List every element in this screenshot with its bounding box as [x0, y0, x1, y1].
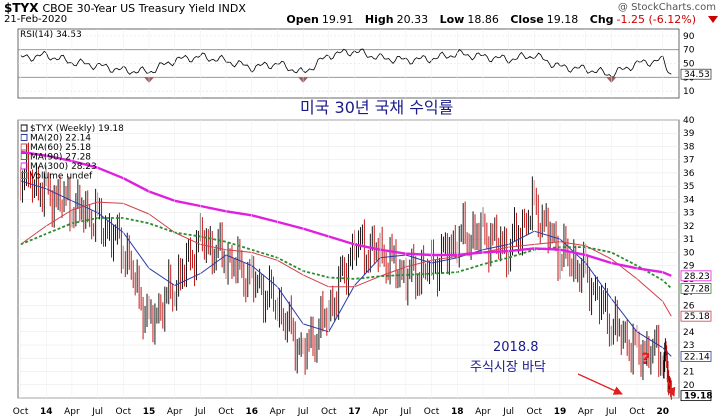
x-tick-label: Jul	[502, 407, 514, 417]
x-tick-label: Apr	[64, 407, 80, 417]
x-tick-label: Jul	[91, 407, 103, 417]
legend-entry: Volume undef	[30, 172, 93, 182]
price-tick-label: 30	[683, 248, 695, 258]
legend-entry: MA(20) 22.14	[30, 134, 91, 144]
price-tick-label: 29	[683, 262, 695, 272]
legend-swatch	[20, 162, 28, 170]
value-tag-text: 27.28	[684, 284, 710, 294]
annotation-text: 주식시장 바닥	[470, 360, 546, 375]
x-tick-label: Apr	[270, 407, 286, 417]
rsi-legend: RSI(14) 34.53	[20, 30, 82, 40]
value-tag	[680, 351, 712, 362]
x-tick-label: 18	[451, 407, 464, 417]
legend-entry: MA(60) 25.18	[30, 143, 91, 153]
x-tick-label: Oct	[527, 407, 543, 417]
high-value: 20.33	[396, 13, 429, 26]
value-tag-text: 28.23	[684, 272, 710, 282]
legend-entry: MA(300) 28.23	[30, 162, 97, 172]
value-tag	[680, 310, 712, 322]
rsi-value-tag	[680, 68, 712, 80]
x-tick-label: Oct	[116, 407, 132, 417]
legend-entry: $TYX (Weekly) 19.18	[30, 124, 124, 134]
price-tick-label: 38	[683, 142, 695, 152]
value-tag	[680, 282, 712, 294]
x-tick-label: Jul	[399, 407, 411, 417]
legend-swatch	[20, 172, 28, 179]
x-tick-label: 17	[348, 407, 361, 417]
low-value: 18.86	[467, 13, 499, 26]
price-tick-label: 26	[683, 301, 695, 311]
ohlc-readout: Open 19.91 High 20.33 Low 18.86 Close 19.18 …	[286, 13, 704, 26]
current-arrow	[666, 377, 676, 397]
price-tick-label: 39	[683, 129, 695, 139]
legend-entry: MA(90) 27.28	[30, 153, 91, 163]
price-tick-label: 40	[683, 116, 695, 126]
annotation-date: 2018.8	[493, 340, 539, 355]
price-tick-label: 36	[683, 169, 695, 179]
x-tick-label: 16	[245, 407, 258, 417]
chart-symbol: $TYX CBOE 30-Year US Treasury Yield INDX	[4, 1, 246, 15]
legend-swatch	[20, 134, 28, 141]
x-tick-label: 15	[143, 407, 156, 417]
legend-swatch	[20, 153, 28, 160]
chart-date: 21-Feb-2020	[4, 14, 68, 25]
value-tag	[680, 270, 712, 282]
price-tick-label: 33	[683, 209, 694, 219]
x-tick-label: Apr	[167, 407, 183, 417]
legend-swatch	[20, 124, 28, 132]
close-value: 19.18	[546, 13, 579, 26]
chg-label: Chg	[589, 13, 614, 26]
x-tick-label: Oct	[321, 407, 337, 417]
x-tick-label: Oct	[218, 407, 234, 417]
open-label: Open	[286, 13, 319, 26]
value-tag-text: 19.18	[684, 392, 712, 402]
price-tick-label: 20	[683, 381, 695, 391]
x-tick-label: Apr	[475, 407, 491, 417]
rsi-tick-label: 10	[683, 87, 695, 97]
x-tick-label: Apr	[372, 407, 388, 417]
x-tick-label: Oct	[629, 407, 645, 417]
ma90-line	[20, 217, 672, 290]
bottom-arrow	[577, 373, 623, 395]
close-label: Close	[510, 13, 544, 26]
chg-value: -1.25 (-6.12%)	[616, 13, 696, 26]
chart-header: $TYX CBOE 30-Year US Treasury Yield INDX …	[0, 0, 724, 26]
x-tick-label: Apr	[578, 407, 594, 417]
price-tick-label: 34	[683, 195, 695, 205]
value-tag-text: 22.14	[684, 352, 710, 362]
price-tick-label: 21	[683, 368, 694, 378]
rsi-tick-label: 70	[683, 46, 695, 56]
high-label: High	[364, 13, 394, 26]
stockcharts-watermark: @ StockCharts.com	[617, 2, 716, 13]
x-tick-label: Jul	[297, 407, 309, 417]
question-mark: ?	[641, 349, 650, 368]
x-tick-label: 14	[40, 407, 53, 417]
price-tick-label: 32	[683, 222, 694, 232]
rsi-annotation: 미국 30년 국채 수익률	[300, 98, 453, 117]
rsi-value-tag-text: 34.53	[684, 70, 710, 80]
down-arrow-icon	[708, 16, 718, 23]
open-value: 19.91	[321, 13, 354, 26]
x-tick-label: 20	[656, 407, 669, 417]
price-tick-label: 37	[683, 156, 694, 166]
price-tick-label: 24	[683, 328, 695, 338]
x-tick-label: Jul	[605, 407, 617, 417]
rsi-tick-label: 90	[683, 32, 695, 42]
rsi-panel-frame	[17, 28, 680, 99]
x-tick-label: Oct	[424, 407, 440, 417]
x-tick-label: 19	[554, 407, 567, 417]
value-tag-text: 25.18	[684, 312, 710, 322]
rsi-tick-label: 50	[683, 60, 695, 70]
x-tick-label: Jul	[194, 407, 206, 417]
x-tick-label: Oct	[13, 407, 29, 417]
symbol-description: CBOE 30-Year US Treasury Yield INDX	[42, 2, 246, 15]
legend-swatch	[20, 143, 28, 151]
value-tag	[680, 390, 712, 402]
price-tick-label: 35	[683, 182, 694, 192]
price-tick-label: 31	[683, 235, 694, 245]
symbol-text: $TYX	[4, 1, 39, 15]
price-tick-label: 23	[683, 341, 694, 351]
low-label: Low	[439, 13, 465, 26]
